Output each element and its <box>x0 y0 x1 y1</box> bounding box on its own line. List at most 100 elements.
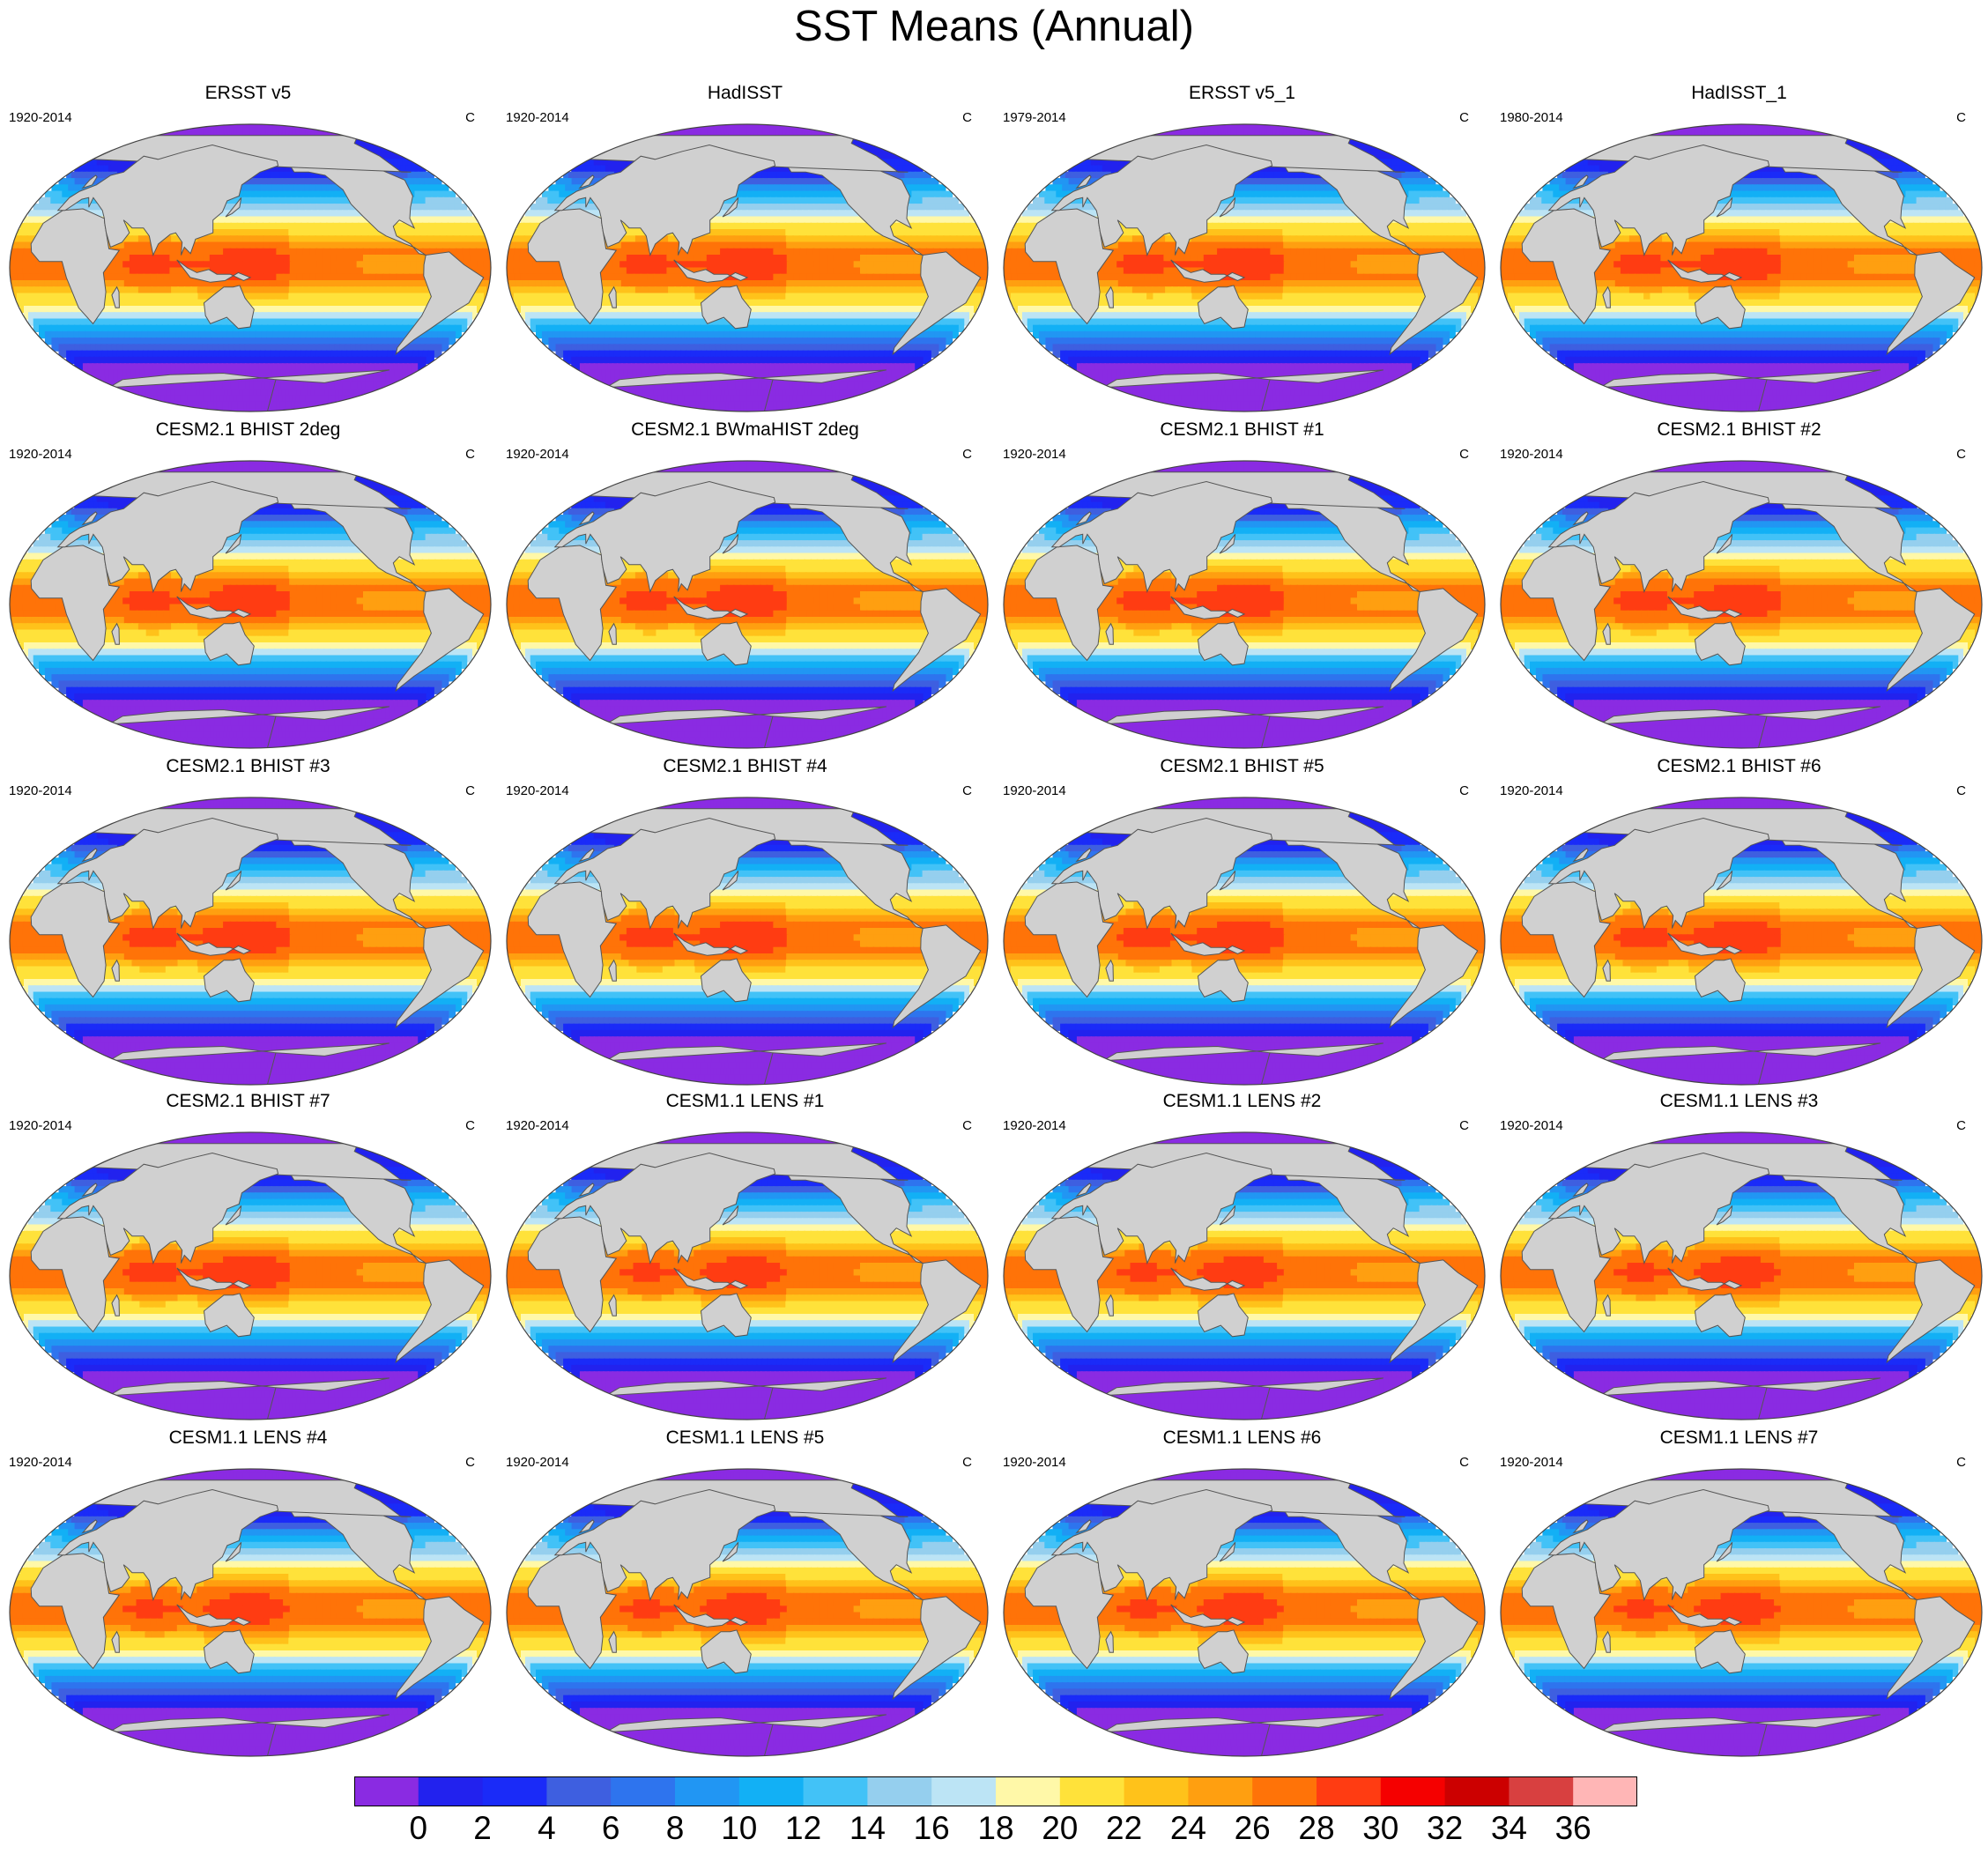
sst-map <box>1498 1130 1984 1422</box>
colorbar-swatch <box>1445 1776 1510 1806</box>
panel-title: CESM2.1 BWmaHIST 2deg <box>497 419 993 441</box>
colorbar-swatch <box>483 1776 547 1806</box>
colorbar-swatch <box>546 1776 611 1806</box>
panel-title: CESM2.1 BHIST #2 <box>1491 419 1987 441</box>
sst-map <box>1001 458 1487 751</box>
colorbar-tick-label: 18 <box>977 1810 1013 1847</box>
colorbar-tick-label: 34 <box>1491 1810 1527 1847</box>
sst-map <box>1498 458 1984 751</box>
colorbar-swatch <box>1317 1776 1381 1806</box>
panel-title: HadISST <box>497 83 993 104</box>
panel-title: CESM2.1 BHIST #6 <box>1491 756 1987 777</box>
sst-map <box>1498 122 1984 414</box>
colorbar <box>354 1776 1637 1806</box>
sst-map <box>504 1130 990 1422</box>
colorbar-swatch <box>1509 1776 1573 1806</box>
panel-title: CESM2.1 BHIST #4 <box>497 756 993 777</box>
colorbar-tick-label: 10 <box>721 1810 757 1847</box>
sst-map <box>1001 1466 1487 1759</box>
colorbar-tick-label: 12 <box>785 1810 821 1847</box>
colorbar-tick-label: 36 <box>1555 1810 1591 1847</box>
sst-map <box>7 1466 493 1759</box>
colorbar-tick-label: 30 <box>1362 1810 1398 1847</box>
panel-title: CESM1.1 LENS #6 <box>994 1428 1490 1449</box>
sst-map <box>504 122 990 414</box>
colorbar-tick-label: 24 <box>1170 1810 1206 1847</box>
panel-title: ERSST v5 <box>0 83 496 104</box>
colorbar-tick-label: 22 <box>1106 1810 1142 1847</box>
panel-title: CESM2.1 BHIST 2deg <box>0 419 496 441</box>
sst-map <box>7 795 493 1087</box>
colorbar-swatch <box>1188 1776 1252 1806</box>
panel-title: CESM1.1 LENS #4 <box>0 1428 496 1449</box>
panel-title: CESM1.1 LENS #1 <box>497 1091 993 1112</box>
colorbar-swatch <box>1060 1776 1124 1806</box>
sst-map <box>504 1466 990 1759</box>
panel-title: ERSST v5_1 <box>994 83 1490 104</box>
colorbar-swatch <box>867 1776 931 1806</box>
sst-map <box>7 1130 493 1422</box>
colorbar-tick-label: 28 <box>1298 1810 1334 1847</box>
colorbar-tick-label: 8 <box>666 1810 685 1847</box>
colorbar-tick-label: 32 <box>1427 1810 1463 1847</box>
panel-title: CESM2.1 BHIST #1 <box>994 419 1490 441</box>
colorbar-tick-label: 14 <box>849 1810 886 1847</box>
panel-title: HadISST_1 <box>1491 83 1987 104</box>
colorbar-swatch <box>1573 1776 1637 1806</box>
colorbar-swatch <box>1252 1776 1317 1806</box>
colorbar-swatch <box>675 1776 739 1806</box>
sst-map <box>7 458 493 751</box>
colorbar-tick-label: 20 <box>1042 1810 1078 1847</box>
colorbar-tick-label: 0 <box>410 1810 428 1847</box>
colorbar-swatch <box>419 1776 483 1806</box>
panel-title: CESM1.1 LENS #7 <box>1491 1428 1987 1449</box>
colorbar-swatch <box>611 1776 675 1806</box>
colorbar-swatch <box>1124 1776 1189 1806</box>
colorbar-swatch <box>354 1776 419 1806</box>
panel-title: CESM2.1 BHIST #3 <box>0 756 496 777</box>
colorbar-swatch <box>1381 1776 1445 1806</box>
colorbar-tick-label: 16 <box>914 1810 950 1847</box>
colorbar-swatch <box>804 1776 868 1806</box>
sst-map <box>1498 795 1984 1087</box>
panel-title: CESM2.1 BHIST #5 <box>994 756 1490 777</box>
colorbar-tick-label: 4 <box>538 1810 556 1847</box>
sst-map <box>1001 1130 1487 1422</box>
sst-map <box>1001 122 1487 414</box>
colorbar-tick-label: 2 <box>473 1810 492 1847</box>
colorbar-tick-label: 26 <box>1235 1810 1271 1847</box>
sst-map <box>504 458 990 751</box>
sst-map <box>7 122 493 414</box>
panel-title: CESM1.1 LENS #2 <box>994 1091 1490 1112</box>
sst-map <box>1498 1466 1984 1759</box>
panel-title: CESM1.1 LENS #3 <box>1491 1091 1987 1112</box>
colorbar-swatch <box>739 1776 804 1806</box>
colorbar-tick-label: 6 <box>602 1810 620 1847</box>
panel-title: CESM1.1 LENS #5 <box>497 1428 993 1449</box>
panel-title: CESM2.1 BHIST #7 <box>0 1091 496 1112</box>
colorbar-swatch <box>996 1776 1060 1806</box>
sst-map <box>1001 795 1487 1087</box>
colorbar-swatch <box>931 1776 996 1806</box>
